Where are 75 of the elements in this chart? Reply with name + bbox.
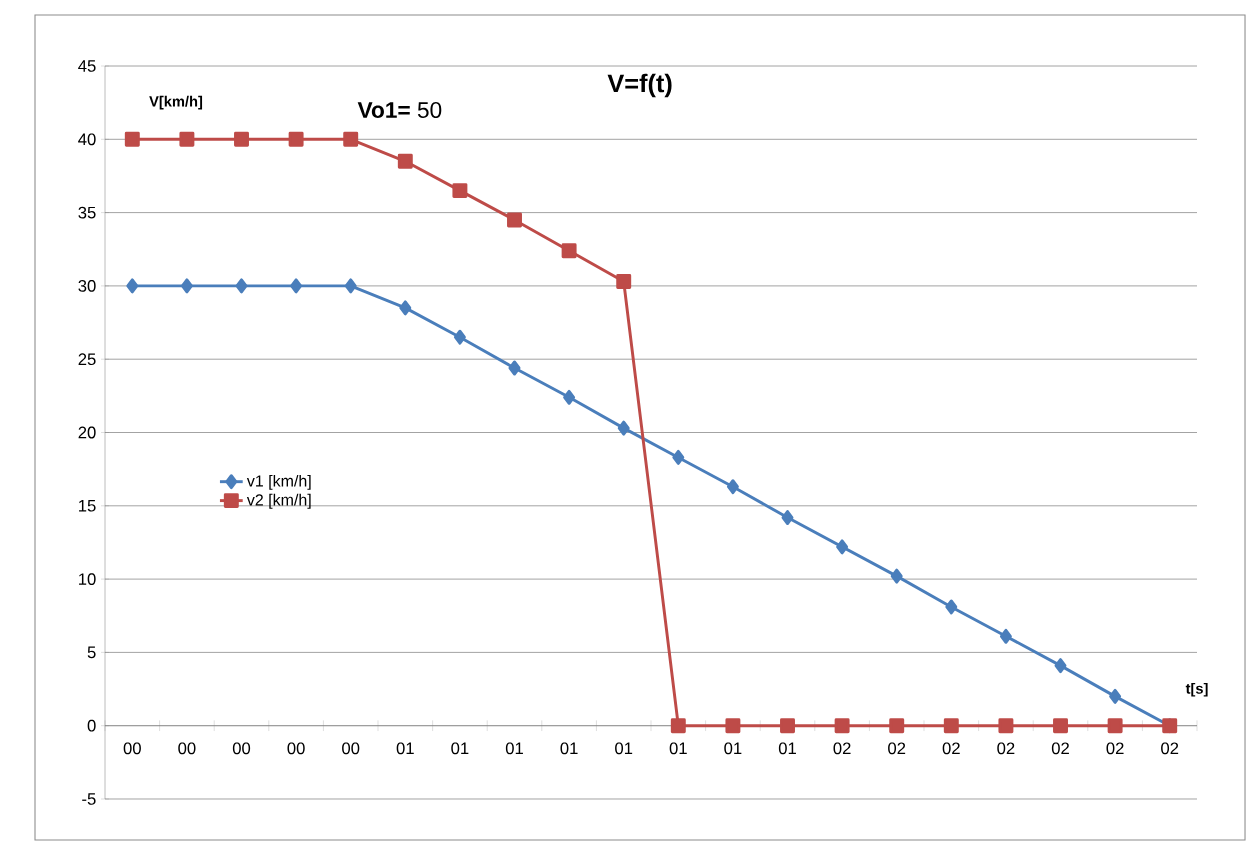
point [836,539,849,555]
point [616,274,632,289]
point [234,131,249,147]
x-tick-label: 02 [997,742,1015,755]
y-tick-label: 30 [78,280,96,292]
x-tick-label: 02 [1106,742,1124,755]
point [508,360,521,376]
point [1054,658,1067,674]
point [235,278,248,294]
x-tick-label: 01 [451,742,469,755]
x-tick-label: 00 [178,742,196,755]
point [452,183,468,199]
point [1053,718,1068,734]
point [781,510,794,525]
y-tick-label: 40 [78,133,96,146]
y-tick-label: 20 [78,426,96,439]
y-tick-label: 15 [79,499,96,512]
point [453,329,466,345]
x-tick-label: 02 [1161,742,1179,755]
x-tick-label: 01 [778,742,796,755]
point [943,718,959,734]
x-axis-title: t[s] [1185,682,1208,697]
x-tick-label: 01 [505,742,523,755]
chart-title: V=f(t) [607,73,672,98]
y-tick-label: 5 [87,646,96,659]
point [180,278,193,294]
point [999,628,1012,644]
x-tick-label: 02 [888,742,906,755]
point [343,131,359,147]
point [670,718,686,734]
point [507,212,522,228]
y-tick-label: 45 [78,60,96,72]
x-tick-label: 01 [669,742,687,755]
legend-label: v1 [km/h] [246,474,311,490]
point [726,479,739,495]
y-tick-label: 35 [78,206,96,219]
y-tick-label: -5 [82,793,96,805]
x-tick-label: 01 [615,742,633,755]
point [561,243,577,259]
x-tick-label: 00 [232,742,251,755]
point [672,449,685,465]
point [179,131,195,147]
point [998,718,1014,734]
legend-label: v2 [km/h] [246,493,311,509]
y-tick-label: 10 [79,573,96,586]
point [124,131,140,147]
point [890,568,903,584]
point [1107,718,1123,734]
point [563,389,576,405]
x-tick-label: 00 [123,742,141,755]
x-tick-label: 01 [724,742,742,755]
point [288,131,304,147]
point [290,278,303,294]
y-tick-label: 0 [87,719,96,732]
point [399,300,412,316]
x-tick-label: 02 [1051,742,1069,755]
point [725,718,741,734]
y-tick-label: 25 [78,353,96,366]
point [126,278,139,294]
y-axis-title: V[km/h] [149,95,203,110]
point [889,718,905,734]
x-tick-label: 01 [396,742,414,755]
x-tick-label: 00 [342,742,360,755]
point [945,599,958,615]
point [1109,688,1122,704]
point [834,718,850,734]
x-tick-label: 01 [560,742,578,755]
x-tick-label: 02 [833,742,851,755]
point [617,420,630,436]
point [344,278,357,294]
annotation: Vo1= 50 [357,101,442,119]
point [780,718,795,734]
x-tick-label: 02 [942,742,960,755]
x-tick-label: 00 [287,742,305,755]
point [397,153,413,169]
